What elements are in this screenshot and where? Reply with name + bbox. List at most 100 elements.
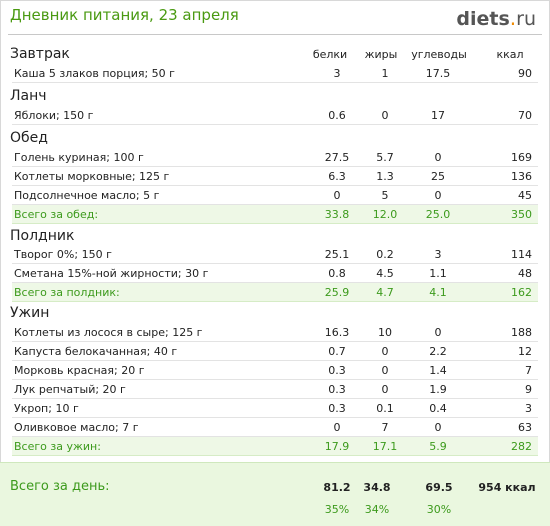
food-kcal: 7 <box>525 364 532 377</box>
food-kcal: 70 <box>518 109 532 122</box>
header-divider <box>8 34 542 35</box>
food-protein: 6.3 <box>328 170 346 183</box>
food-name: Подсолнечное масло; 5 г <box>14 189 160 202</box>
day-total-protein: 81.2 <box>323 481 351 494</box>
food-name: Яблоки; 150 г <box>14 109 94 122</box>
food-fat: 5.7 <box>376 151 394 164</box>
meal-total-fat: 17.1 <box>372 440 398 453</box>
food-row[interactable]: Оливковое масло; 7 г 0 7 0 63 <box>12 418 538 437</box>
food-name: Котлеты морковные; 125 г <box>14 170 170 183</box>
food-fat: 0 <box>381 345 389 358</box>
food-row[interactable]: Творог 0%; 150 г 25.1 0.2 3 114 <box>12 245 538 264</box>
food-row[interactable]: Голень куриная; 100 г 27.5 5.7 0 169 <box>12 148 538 167</box>
food-name: Котлеты из лосося в сыре; 125 г <box>14 326 203 339</box>
meal-total-label: Всего за полдник: <box>14 286 120 299</box>
food-fat: 1.3 <box>376 170 394 183</box>
food-carbs: 0 <box>434 151 442 164</box>
page-header: Дневник питания, 23 апреля diets.ru <box>10 6 542 30</box>
food-kcal: 90 <box>518 67 532 80</box>
meal-total-protein: 17.9 <box>324 440 350 453</box>
food-protein: 0.3 <box>328 402 346 415</box>
food-name: Голень куриная; 100 г <box>14 151 144 164</box>
meal-total-kcal: 350 <box>511 208 532 221</box>
food-carbs: 2.2 <box>429 345 447 358</box>
food-name: Укроп; 10 г <box>14 402 79 415</box>
food-protein: 0.3 <box>328 364 346 377</box>
food-row[interactable]: Лук репчатый; 20 г 0.3 0 1.9 9 <box>12 380 538 399</box>
meal-total-fat: 12.0 <box>372 208 398 221</box>
food-name: Оливковое масло; 7 г <box>14 421 139 434</box>
food-protein: 16.3 <box>324 326 350 339</box>
food-carbs: 1.9 <box>429 383 447 396</box>
food-name: Творог 0%; 150 г <box>14 248 112 261</box>
food-row[interactable]: Котлеты из лосося в сыре; 125 г 16.3 10 … <box>12 323 538 342</box>
day-carbs-percent: 30% <box>426 503 452 516</box>
food-kcal: 9 <box>525 383 532 396</box>
food-fat: 4.5 <box>376 267 394 280</box>
food-carbs: 25 <box>431 170 445 183</box>
day-fat-percent: 34% <box>364 503 390 516</box>
day-total-carbs: 69.5 <box>425 481 453 494</box>
food-protein: 0.3 <box>328 383 346 396</box>
food-carbs: 1.4 <box>429 364 447 377</box>
food-kcal: 12 <box>518 345 532 358</box>
food-kcal: 114 <box>511 248 532 261</box>
food-kcal: 169 <box>511 151 532 164</box>
meal-total-carbs: 25.0 <box>425 208 451 221</box>
meal-total-carbs: 4.1 <box>429 286 447 299</box>
food-row[interactable]: Укроп; 10 г 0.3 0.1 0.4 3 <box>12 399 538 418</box>
food-row[interactable]: Яблоки; 150 г 0.6 0 17 70 <box>12 106 538 125</box>
meal-title-obed: Обед <box>10 130 48 146</box>
food-carbs: 0.4 <box>429 402 447 415</box>
food-fat: 0.2 <box>376 248 394 261</box>
day-total-panel: Всего за день: 81.2 34.8 69.5 954 ккал 3… <box>0 462 550 526</box>
food-protein: 0.6 <box>328 109 346 122</box>
food-fat: 0 <box>381 109 389 122</box>
meal-total-label: Всего за обед: <box>14 208 99 221</box>
food-name: Морковь красная; 20 г <box>14 364 145 377</box>
food-row[interactable]: Котлеты морковные; 125 г 6.3 1.3 25 136 <box>12 167 538 186</box>
food-carbs: 3 <box>434 248 442 261</box>
meal-total-row-obed: Всего за обед: 33.8 12.0 25.0 350 <box>12 205 538 224</box>
food-protein: 25.1 <box>324 248 350 261</box>
food-kcal: 48 <box>518 267 532 280</box>
food-row[interactable]: Каша 5 злаков порция; 50 г 3 1 17.5 90 <box>12 64 538 83</box>
food-protein: 0.7 <box>328 345 346 358</box>
logo-dot: . <box>509 6 517 30</box>
food-name: Каша 5 злаков порция; 50 г <box>14 67 175 80</box>
food-kcal: 63 <box>518 421 532 434</box>
food-row[interactable]: Морковь красная; 20 г 0.3 0 1.4 7 <box>12 361 538 380</box>
meal-total-protein: 25.9 <box>324 286 350 299</box>
day-protein-percent: 35% <box>324 503 350 516</box>
column-header-carbs: углеводы <box>411 48 467 61</box>
food-carbs: 1.1 <box>429 267 447 280</box>
food-carbs: 0 <box>434 189 442 202</box>
logo-tld: ru <box>516 8 536 30</box>
food-fat: 0 <box>381 364 389 377</box>
food-name: Лук репчатый; 20 г <box>14 383 126 396</box>
food-carbs: 17 <box>431 109 445 122</box>
meal-title-breakfast: Завтрак <box>10 46 70 62</box>
column-header-protein: белки <box>312 48 348 61</box>
food-carbs: 0 <box>434 326 442 339</box>
meal-title-lunch: Ланч <box>10 88 47 104</box>
food-row[interactable]: Капуста белокачанная; 40 г 0.7 0 2.2 12 <box>12 342 538 361</box>
meal-total-label: Всего за ужин: <box>14 440 101 453</box>
food-fat: 1 <box>381 67 389 80</box>
food-kcal: 188 <box>511 326 532 339</box>
column-header-fat: жиры <box>364 48 398 61</box>
site-logo[interactable]: diets.ru <box>456 6 536 30</box>
meal-total-kcal: 282 <box>511 440 532 453</box>
meal-total-row-supper: Всего за ужин: 17.9 17.1 5.9 282 <box>12 437 538 456</box>
food-row[interactable]: Подсолнечное масло; 5 г 0 5 0 45 <box>12 186 538 205</box>
meal-total-carbs: 5.9 <box>429 440 447 453</box>
day-total-label: Всего за день: <box>10 479 110 494</box>
food-fat: 5 <box>381 189 389 202</box>
food-row[interactable]: Сметана 15%-ной жирности; 30 г 0.8 4.5 1… <box>12 264 538 283</box>
day-total-fat: 34.8 <box>363 481 391 494</box>
meal-title-snack: Полдник <box>10 228 75 244</box>
food-protein: 0 <box>333 189 341 202</box>
food-kcal: 3 <box>525 402 532 415</box>
food-name: Сметана 15%-ной жирности; 30 г <box>14 267 209 280</box>
meal-total-protein: 33.8 <box>324 208 350 221</box>
